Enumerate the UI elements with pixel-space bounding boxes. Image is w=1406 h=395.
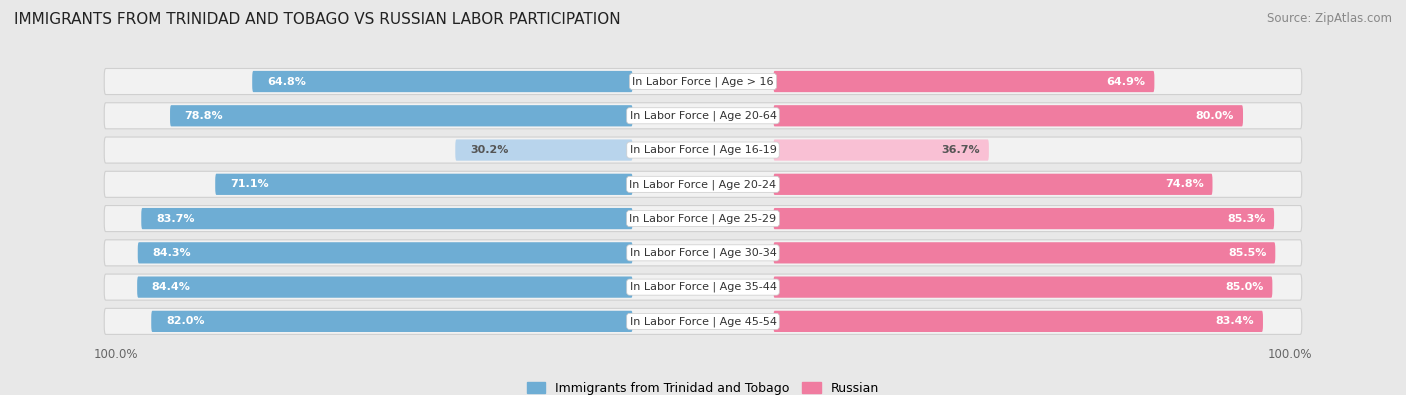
FancyBboxPatch shape xyxy=(170,105,633,126)
FancyBboxPatch shape xyxy=(252,71,633,92)
Text: 85.3%: 85.3% xyxy=(1227,214,1265,224)
Text: In Labor Force | Age 20-24: In Labor Force | Age 20-24 xyxy=(630,179,776,190)
Text: 84.3%: 84.3% xyxy=(152,248,191,258)
Text: 78.8%: 78.8% xyxy=(184,111,224,121)
FancyBboxPatch shape xyxy=(773,208,1274,229)
Text: 74.8%: 74.8% xyxy=(1166,179,1204,189)
FancyBboxPatch shape xyxy=(456,139,633,161)
FancyBboxPatch shape xyxy=(773,139,988,161)
FancyBboxPatch shape xyxy=(215,174,633,195)
FancyBboxPatch shape xyxy=(773,174,1212,195)
FancyBboxPatch shape xyxy=(141,208,633,229)
Text: 36.7%: 36.7% xyxy=(942,145,980,155)
FancyBboxPatch shape xyxy=(773,105,1243,126)
Text: 64.9%: 64.9% xyxy=(1107,77,1146,87)
FancyBboxPatch shape xyxy=(773,276,1272,298)
Legend: Immigrants from Trinidad and Tobago, Russian: Immigrants from Trinidad and Tobago, Rus… xyxy=(522,377,884,395)
Text: 84.4%: 84.4% xyxy=(152,282,191,292)
Text: In Labor Force | Age 45-54: In Labor Force | Age 45-54 xyxy=(630,316,776,327)
Text: 80.0%: 80.0% xyxy=(1197,111,1234,121)
FancyBboxPatch shape xyxy=(773,71,1154,92)
FancyBboxPatch shape xyxy=(104,171,1302,198)
FancyBboxPatch shape xyxy=(104,137,1302,163)
FancyBboxPatch shape xyxy=(104,103,1302,129)
Text: In Labor Force | Age 25-29: In Labor Force | Age 25-29 xyxy=(630,213,776,224)
FancyBboxPatch shape xyxy=(104,68,1302,94)
Text: In Labor Force | Age > 16: In Labor Force | Age > 16 xyxy=(633,76,773,87)
FancyBboxPatch shape xyxy=(138,242,633,263)
FancyBboxPatch shape xyxy=(773,311,1263,332)
Text: In Labor Force | Age 30-34: In Labor Force | Age 30-34 xyxy=(630,248,776,258)
Text: In Labor Force | Age 16-19: In Labor Force | Age 16-19 xyxy=(630,145,776,155)
FancyBboxPatch shape xyxy=(104,205,1302,231)
FancyBboxPatch shape xyxy=(138,276,633,298)
Text: 85.5%: 85.5% xyxy=(1227,248,1267,258)
FancyBboxPatch shape xyxy=(152,311,633,332)
FancyBboxPatch shape xyxy=(104,274,1302,300)
Text: 64.8%: 64.8% xyxy=(267,77,305,87)
FancyBboxPatch shape xyxy=(773,242,1275,263)
Text: 30.2%: 30.2% xyxy=(470,145,509,155)
Text: In Labor Force | Age 35-44: In Labor Force | Age 35-44 xyxy=(630,282,776,292)
FancyBboxPatch shape xyxy=(104,308,1302,335)
Text: In Labor Force | Age 20-64: In Labor Force | Age 20-64 xyxy=(630,111,776,121)
Text: 83.4%: 83.4% xyxy=(1216,316,1254,326)
Text: 83.7%: 83.7% xyxy=(156,214,194,224)
Text: 85.0%: 85.0% xyxy=(1225,282,1264,292)
Text: 82.0%: 82.0% xyxy=(166,316,204,326)
Text: 71.1%: 71.1% xyxy=(231,179,269,189)
Text: IMMIGRANTS FROM TRINIDAD AND TOBAGO VS RUSSIAN LABOR PARTICIPATION: IMMIGRANTS FROM TRINIDAD AND TOBAGO VS R… xyxy=(14,12,620,27)
Text: Source: ZipAtlas.com: Source: ZipAtlas.com xyxy=(1267,12,1392,25)
FancyBboxPatch shape xyxy=(104,240,1302,266)
